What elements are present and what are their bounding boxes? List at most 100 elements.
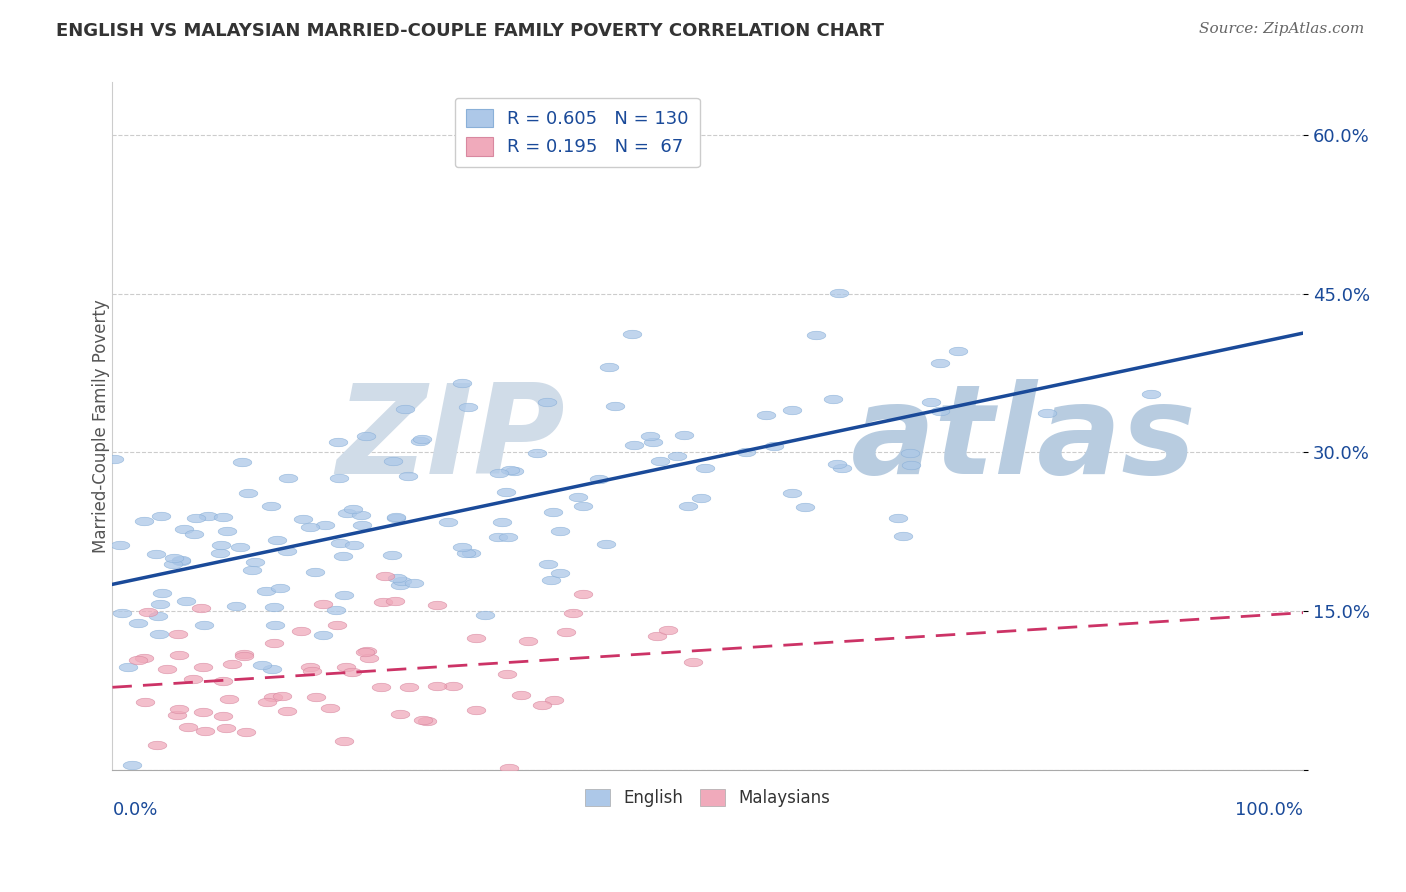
Point — [665, 449, 688, 463]
Point — [329, 536, 352, 550]
Point — [103, 452, 125, 467]
Point — [900, 458, 922, 472]
Point — [166, 708, 188, 723]
Point — [495, 485, 517, 500]
Point — [526, 446, 548, 460]
Point — [541, 505, 564, 519]
Point — [645, 629, 668, 643]
Point — [121, 757, 143, 772]
Point — [595, 537, 617, 551]
Point — [264, 618, 287, 632]
Point — [215, 721, 238, 735]
Point — [806, 327, 828, 342]
Point — [828, 285, 851, 300]
Point — [170, 553, 193, 567]
Point — [370, 680, 392, 694]
Point — [389, 578, 412, 592]
Point — [209, 538, 232, 552]
Point — [215, 524, 238, 539]
Point — [243, 555, 266, 569]
Point — [146, 609, 169, 624]
Point — [170, 554, 193, 568]
Point — [173, 522, 195, 536]
Point — [384, 511, 406, 525]
Point — [277, 471, 299, 485]
Text: 100.0%: 100.0% — [1234, 801, 1303, 819]
Point — [146, 738, 169, 752]
Point — [823, 392, 845, 407]
Point — [676, 499, 699, 513]
Point — [499, 463, 522, 477]
Point — [543, 693, 565, 707]
Point — [299, 520, 322, 534]
Point — [831, 461, 853, 475]
Text: Source: ZipAtlas.com: Source: ZipAtlas.com — [1198, 22, 1364, 37]
Point — [398, 681, 420, 695]
Point — [900, 446, 922, 460]
Point — [598, 360, 620, 375]
Point — [650, 454, 672, 468]
Point — [548, 566, 571, 580]
Point — [263, 599, 285, 614]
Point — [250, 658, 273, 673]
Point — [212, 510, 235, 524]
Point — [588, 472, 610, 486]
Point — [260, 500, 283, 514]
Point — [561, 607, 583, 621]
Point — [682, 655, 704, 669]
Point — [374, 569, 396, 583]
Point — [537, 558, 560, 572]
Point — [425, 679, 447, 693]
Point — [643, 434, 665, 449]
Point — [148, 627, 170, 641]
Point — [232, 649, 254, 664]
Point — [350, 508, 373, 522]
Point — [150, 586, 173, 600]
Point — [411, 432, 433, 446]
Point — [571, 587, 593, 601]
Point — [325, 603, 347, 617]
Text: atlas: atlas — [851, 379, 1197, 500]
Point — [495, 666, 517, 681]
Point — [502, 464, 524, 478]
Point — [256, 695, 278, 709]
Point — [657, 623, 679, 637]
Point — [342, 502, 364, 516]
Point — [394, 401, 416, 416]
Point — [572, 499, 595, 513]
Point — [191, 660, 214, 674]
Point — [623, 437, 645, 451]
Point — [319, 701, 342, 715]
Point — [177, 720, 200, 734]
Text: ZIP: ZIP — [336, 379, 565, 500]
Point — [183, 527, 205, 541]
Point — [567, 490, 589, 504]
Point — [167, 648, 190, 662]
Point — [640, 429, 662, 443]
Point — [356, 643, 378, 657]
Point — [240, 563, 263, 577]
Point — [465, 632, 488, 646]
Point — [793, 500, 815, 514]
Point — [391, 574, 413, 588]
Point — [498, 761, 520, 775]
Point — [167, 702, 190, 716]
Point — [304, 565, 326, 579]
Point — [354, 645, 377, 659]
Point — [488, 531, 510, 545]
Point — [292, 512, 315, 526]
Point — [305, 690, 328, 704]
Point — [260, 662, 283, 676]
Point — [516, 634, 538, 648]
Point — [262, 690, 284, 704]
Point — [385, 571, 408, 585]
Point — [276, 544, 298, 558]
Point — [603, 399, 626, 413]
Point — [415, 714, 437, 729]
Point — [540, 573, 562, 587]
Point — [1036, 406, 1059, 420]
Legend: English, Malaysians: English, Malaysians — [578, 782, 837, 814]
Point — [371, 595, 394, 609]
Point — [381, 549, 404, 563]
Point — [212, 674, 235, 689]
